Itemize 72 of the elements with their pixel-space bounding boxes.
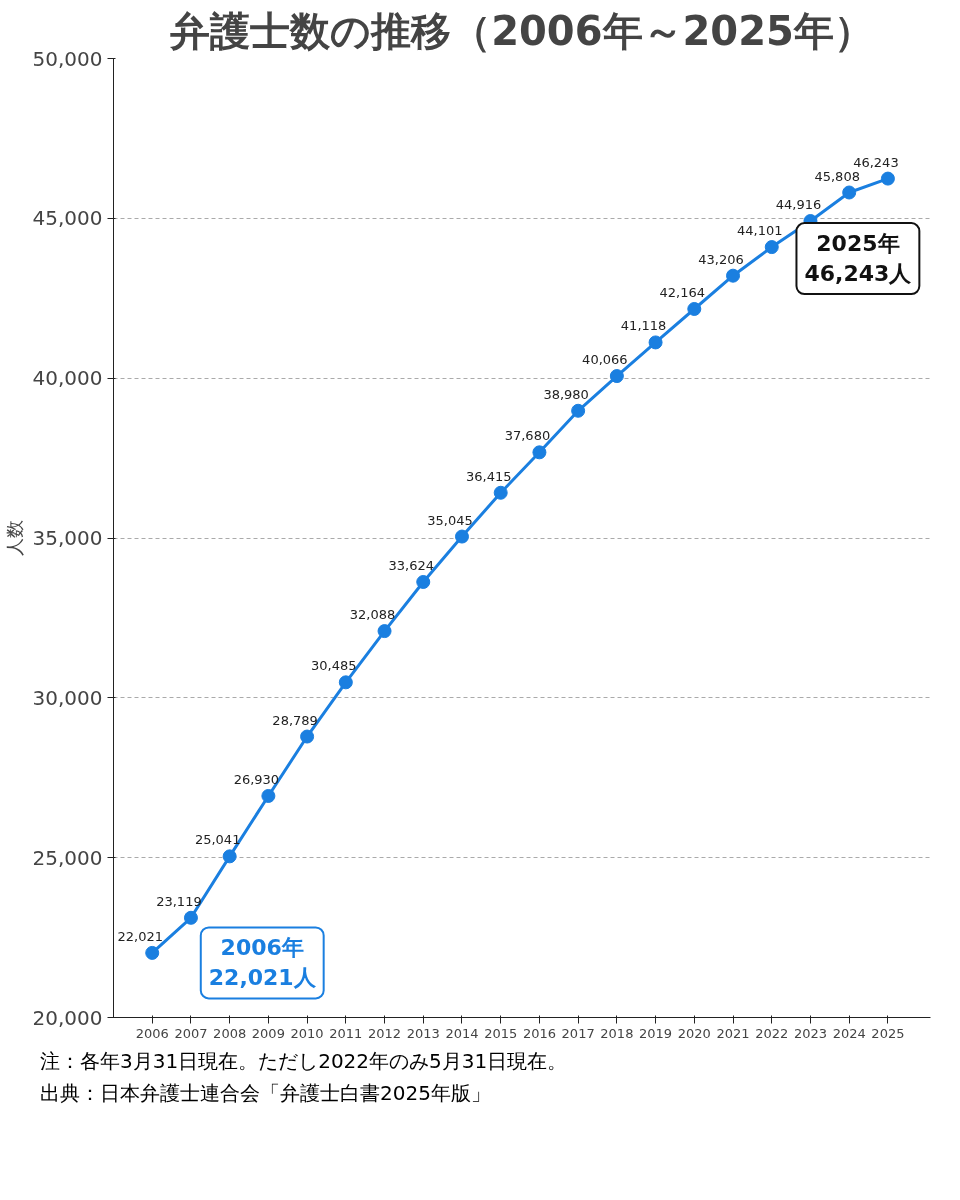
x-tick-label: 2023 [793, 1025, 828, 1041]
point [880, 171, 895, 186]
point [842, 185, 857, 200]
y-axis-title: 人数 [3, 520, 25, 556]
y-tick-label: 25,000 [32, 845, 103, 870]
point [571, 403, 586, 418]
x-tick-label: 2014 [445, 1025, 479, 1041]
point [454, 529, 469, 544]
text: 36,415 [465, 468, 512, 484]
x-tick-label: 2019 [639, 1025, 673, 1041]
point [300, 729, 315, 744]
x-tick-label: 2011 [329, 1025, 363, 1041]
text: 30,485 [311, 658, 357, 674]
x-tick-label: 2022 [755, 1025, 789, 1041]
point [648, 335, 663, 350]
text: 46,243 [853, 154, 899, 170]
text: 28,789 [272, 712, 318, 728]
text: 33,624 [388, 557, 435, 573]
text: 32,088 [349, 607, 396, 623]
point [183, 910, 198, 925]
y-tick-label: 35,000 [32, 526, 103, 550]
x-tick-label: 2008 [213, 1025, 247, 1041]
point [338, 675, 353, 690]
point [609, 369, 624, 384]
text: 42,164 [659, 284, 706, 300]
y-tick-label: 30,000 [32, 685, 103, 710]
y-tick-label: 45,000 [32, 206, 103, 231]
annotation: 2006年 22,021人 [208, 935, 317, 991]
text: 25,041 [194, 832, 241, 848]
x-tick-label: 2006 [135, 1025, 169, 1041]
point [764, 240, 779, 255]
x-tick-label: 2013 [406, 1025, 440, 1041]
y-tick-label: 20,000 [32, 1005, 103, 1030]
point [222, 849, 237, 864]
x-tick-label: 2010 [290, 1025, 324, 1041]
point [145, 945, 160, 960]
point [493, 485, 508, 500]
text: 26,930 [233, 771, 280, 787]
source-note: 出典：日本弁護士連合会「弁護士白書2025年版」 [40, 1081, 491, 1105]
point [261, 788, 276, 803]
text: 45,808 [814, 168, 860, 184]
point [416, 575, 431, 589]
y-tick-label: 50,000 [32, 46, 103, 71]
text: 37,680 [504, 428, 551, 444]
x-tick-label: 2020 [677, 1025, 711, 1041]
point [687, 302, 702, 316]
x-tick-label: 2017 [561, 1025, 595, 1041]
x-tick-label: 2025 [871, 1025, 905, 1041]
text: 22,021 [117, 928, 163, 944]
text: 41,118 [620, 318, 667, 334]
x-tick-label: 2021 [716, 1025, 750, 1041]
text: 注：各年3月31日現在。ただし2022年のみ5月31日現在。 [40, 1049, 568, 1073]
point [532, 445, 547, 460]
x-tick-label: 2012 [368, 1025, 402, 1041]
y-tick-label: 40,000 [32, 366, 103, 391]
x-tick-label: 2009 [251, 1025, 285, 1041]
text: 23,119 [156, 893, 202, 909]
chart-title: 弁護士数の推移（2006年～2025年） [169, 7, 874, 54]
text: 44,101 [737, 223, 783, 239]
text: 44,916 [775, 197, 822, 213]
annotation: 2025年 46,243人 [804, 231, 913, 287]
text: 35,045 [427, 512, 473, 528]
point [726, 268, 741, 283]
text: 43,206 [698, 251, 744, 267]
text: 40,066 [582, 352, 628, 368]
x-tick-label: 2016 [522, 1025, 556, 1041]
x-tick-label: 2024 [832, 1025, 866, 1041]
x-tick-label: 2018 [600, 1025, 634, 1041]
x-tick-label: 2015 [484, 1025, 518, 1041]
point [377, 624, 392, 639]
x-tick-label: 2007 [174, 1025, 208, 1041]
text: 38,980 [543, 386, 589, 402]
